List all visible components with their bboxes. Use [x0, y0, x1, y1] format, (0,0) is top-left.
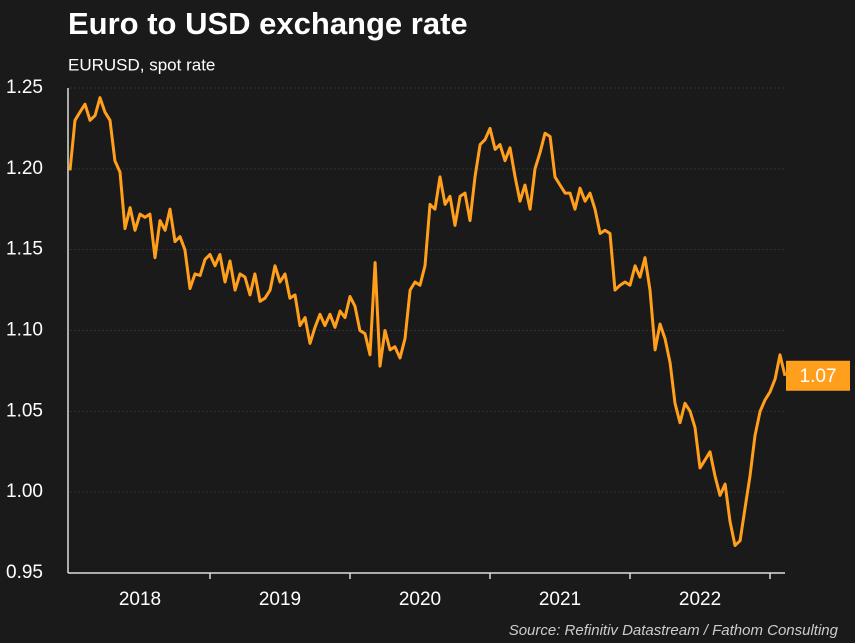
- y-tick-label: 1.15: [6, 239, 43, 260]
- end-label-box: [786, 360, 850, 391]
- y-tick-label: 1.20: [6, 158, 43, 179]
- end-label: 1.07: [800, 366, 837, 387]
- y-tick-label: 1.10: [6, 320, 43, 341]
- x-tick-label: 2018: [119, 589, 161, 610]
- y-tick-label: 1.00: [6, 481, 43, 502]
- source: Source: Refinitiv Datastream / Fathom Co…: [509, 622, 839, 639]
- x-tick-label: 2019: [259, 589, 301, 610]
- line-series: [68, 96, 787, 547]
- y-tick-label: 1.25: [6, 77, 43, 98]
- y-tick-label: 0.95: [6, 562, 43, 583]
- x-tick-label: 2022: [679, 589, 721, 610]
- chart-subtitle: EURUSD, spot rate: [68, 55, 215, 74]
- x-tick-label: 2020: [399, 589, 441, 610]
- y-tick-label: 1.05: [6, 400, 43, 421]
- x-tick-label: 2021: [539, 589, 581, 610]
- chart-title: Euro to USD exchange rate: [68, 6, 468, 41]
